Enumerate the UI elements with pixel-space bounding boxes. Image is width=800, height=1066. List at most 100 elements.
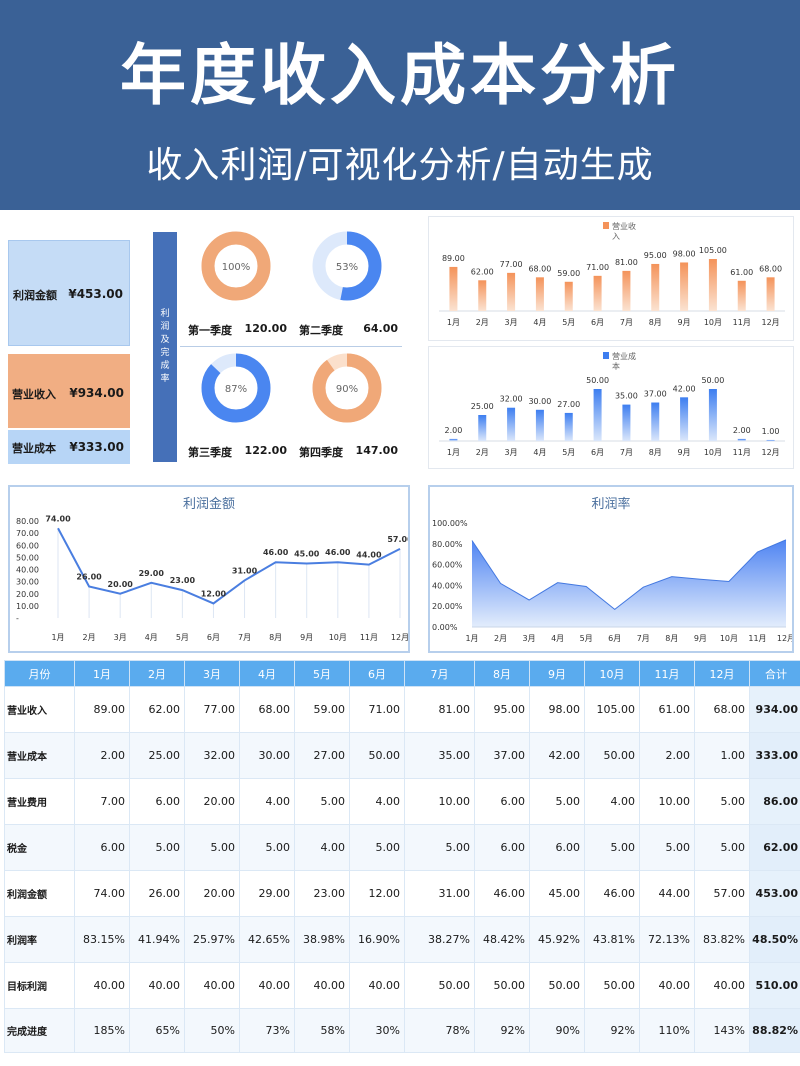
donut-hole: [326, 245, 368, 287]
bar-data-label: 68.00: [528, 264, 551, 273]
y-tick-label: 50.00: [16, 553, 39, 562]
table-cell: 31.00: [404, 870, 475, 917]
column-header: 6月: [349, 660, 405, 687]
bar-data-label: 98.00: [673, 249, 696, 258]
donut-arc: [201, 231, 271, 301]
x-tick-label: 6月: [591, 448, 604, 457]
table-cell: 50.00: [349, 732, 405, 779]
y-tick-label: 60.00: [16, 541, 39, 550]
profit-rate-chart-title: 利润率: [591, 497, 631, 512]
column-header: 9月: [529, 660, 585, 687]
table-cell: 5.00: [349, 824, 405, 871]
cost-bar-chart-panel: 营业成本 2.00 1月 25.00 2月 32.00 3月 30.00 4月 27.00 5月 50…: [428, 346, 794, 469]
row-label: 完成进度: [4, 1008, 75, 1053]
table-cell: 5.00: [694, 778, 750, 825]
bar: [622, 270, 631, 311]
point-data-label: 23.00: [170, 576, 196, 585]
quarter-cell: 87% 第三季度 122.00: [180, 344, 291, 464]
row-label: 营业收入: [4, 686, 75, 733]
donut-hole: [326, 367, 368, 409]
table-cell: 5.00: [694, 824, 750, 871]
bar: [680, 397, 689, 441]
y-tick-label: 80.00: [16, 517, 39, 526]
point-data-label: 57.00: [387, 535, 408, 544]
x-tick-label: 4月: [551, 634, 564, 643]
table-cell: 72.13%: [639, 916, 695, 963]
x-tick-label: 3月: [114, 633, 127, 642]
table-cell: 46.00: [584, 870, 640, 917]
x-tick-label: 1月: [447, 318, 460, 327]
table-cell: 5.00: [239, 824, 295, 871]
bar: [478, 415, 487, 441]
y-tick-label: 100.00%: [432, 519, 468, 528]
x-tick-label: 5月: [562, 448, 575, 457]
page-title: 年度收入成本分析: [120, 37, 680, 114]
table-cell: 50%: [184, 1008, 240, 1053]
vertical-label-bar: 利 润 及 完 成 率: [153, 232, 177, 462]
bar: [507, 407, 516, 441]
point-data-label: 45.00: [294, 549, 320, 558]
table-row: 营业成本 2.00 25.00 32.00 30.00 27.00 50.00 35.00 37…: [4, 732, 800, 779]
table-cell: 46.00: [474, 870, 530, 917]
table-cell: 45.00: [529, 870, 585, 917]
x-tick-label: 4月: [533, 448, 546, 457]
y-tick-label: 20.00: [16, 590, 39, 599]
table-cell: 44.00: [639, 870, 695, 917]
donut-arc: [312, 231, 382, 301]
table-cell: 5.00: [294, 778, 350, 825]
table-cell: 5.00: [404, 824, 475, 871]
vertical-label-char: 完: [160, 348, 170, 358]
x-tick-label: 2月: [494, 634, 507, 643]
bar: [478, 280, 487, 311]
table-cell: 58%: [294, 1008, 350, 1053]
row-label: 税金: [4, 824, 75, 871]
table-cell: 30%: [349, 1008, 405, 1053]
x-tick-label: 12月: [777, 634, 792, 643]
x-tick-label: 8月: [269, 633, 282, 642]
table-cell: 89.00: [74, 686, 130, 733]
x-tick-label: 8月: [649, 448, 662, 457]
profit-line-chart: 80.00 70.00 60.00 50.00 40.00 30.00 20.00 10.00…: [16, 514, 408, 642]
donut-percent-label: 100%: [222, 262, 251, 273]
table-header-row: 月份 1月 2月 3月 4月 5月 6月 7月 8月 9月 10月 11月 12月 合计: [4, 660, 800, 687]
x-tick-label: 7月: [620, 448, 633, 457]
table-cell: 45.92%: [529, 916, 585, 963]
kpi-cost-value: ¥333.00: [69, 440, 124, 454]
quarter-label: 第一季度: [188, 324, 232, 337]
table-cell: 40.00: [74, 962, 130, 1009]
x-tick-label: 1月: [465, 634, 478, 643]
point-data-label: 26.00: [76, 572, 102, 581]
table-cell: 59.00: [294, 686, 350, 733]
total-cell: 453.00: [749, 870, 800, 917]
x-tick-label: 2月: [83, 633, 96, 642]
bar-data-label: 1.00: [762, 427, 780, 436]
table-cell: 71.00: [349, 686, 405, 733]
bar-data-label: 50.00: [701, 376, 724, 385]
table-cell: 6.00: [74, 824, 130, 871]
column-header: 11月: [639, 660, 695, 687]
kpi-cost-label: 营业成本: [12, 442, 56, 455]
y-tick-label: -: [16, 614, 19, 623]
quarter-value: 147.00: [355, 444, 398, 457]
y-tick-label: 0.00%: [432, 623, 458, 632]
bar-data-label: 59.00: [557, 269, 580, 278]
bar-data-label: 37.00: [644, 390, 667, 399]
bar-data-label: 30.00: [528, 397, 551, 406]
quarter-value: 120.00: [244, 322, 287, 335]
donut-hole: [215, 367, 257, 409]
quarter-label: 第二季度: [299, 324, 343, 337]
x-tick-label: 10月: [329, 633, 347, 642]
bar-data-label: 89.00: [442, 254, 465, 263]
quarter-donut: 90%: [312, 353, 382, 423]
table-cell: 25.97%: [184, 916, 240, 963]
kpi-profit-value: ¥453.00: [68, 287, 123, 301]
bar-data-label: 81.00: [615, 258, 638, 267]
column-header: 3月: [184, 660, 240, 687]
total-cell: 934.00: [749, 686, 800, 733]
table-cell: 26.00: [129, 870, 185, 917]
quarter-donut: 87%: [201, 353, 271, 423]
bar-data-label: 32.00: [500, 395, 523, 404]
x-tick-label: 5月: [176, 633, 189, 642]
y-tick-label: 70.00: [16, 529, 39, 538]
bar-data-label: 42.00: [673, 384, 696, 393]
